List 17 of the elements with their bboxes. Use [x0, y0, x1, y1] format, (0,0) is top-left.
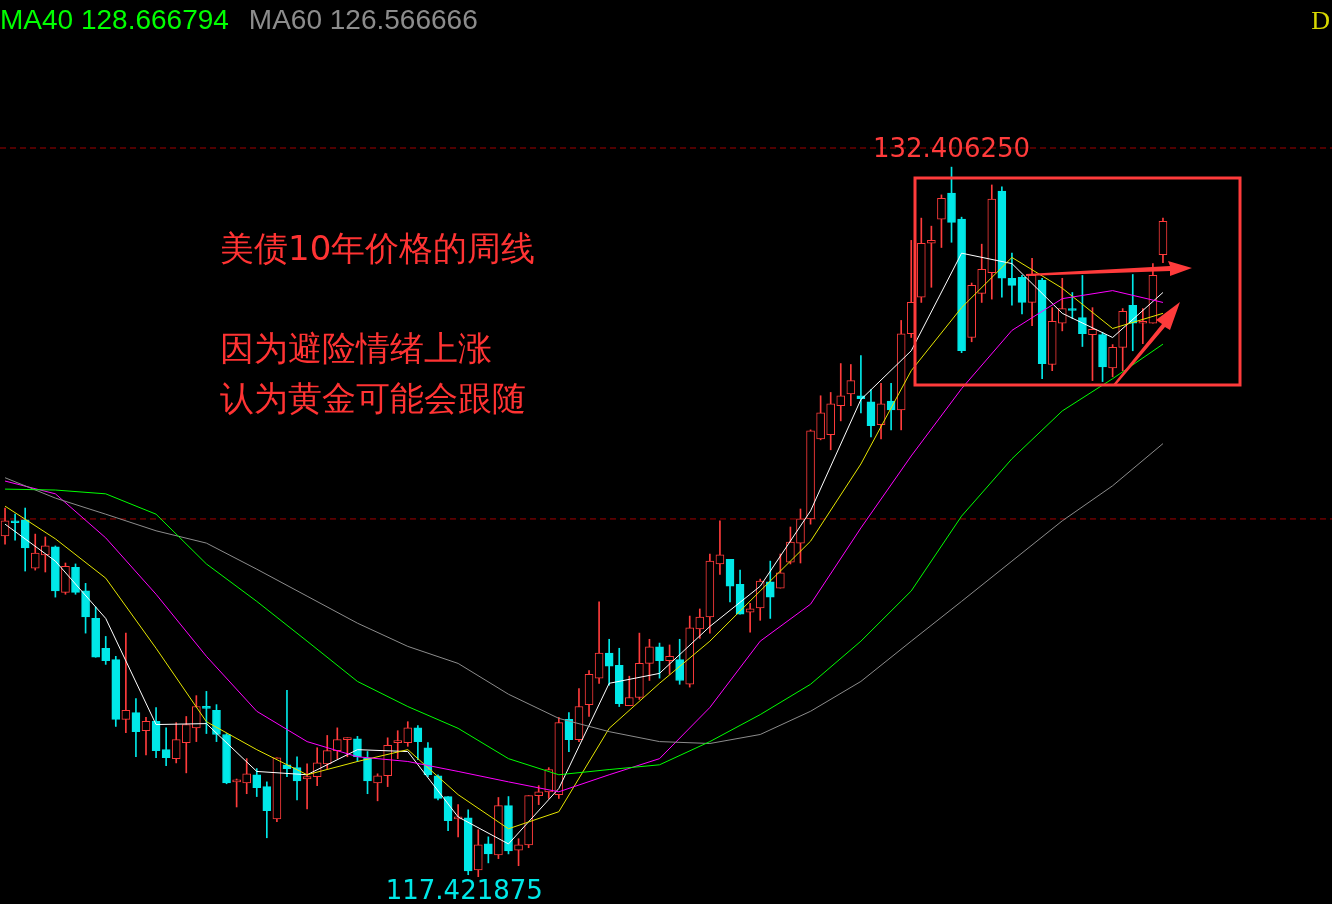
annotation: 因为避险情绪上涨 [220, 327, 492, 370]
candlestick [745, 602, 755, 633]
text: MA40 128.666794 [0, 4, 229, 36]
text: MA60 126.566666 [248, 4, 478, 36]
candlestick [856, 355, 866, 414]
text: 美债10年价格的周线 [220, 227, 536, 270]
candlestick [161, 727, 171, 767]
candlestick [10, 513, 20, 541]
candlestick [1007, 252, 1017, 306]
annotation: 132.406250 [872, 132, 1031, 163]
candlestick [121, 632, 131, 733]
candlestick [393, 730, 403, 759]
candlestick [836, 363, 846, 422]
annotation: 认为黄金可能会跟随 [220, 377, 526, 420]
annotation: 117.421875 [385, 874, 543, 904]
text: D [1311, 6, 1330, 36]
candlestick [1138, 308, 1148, 344]
